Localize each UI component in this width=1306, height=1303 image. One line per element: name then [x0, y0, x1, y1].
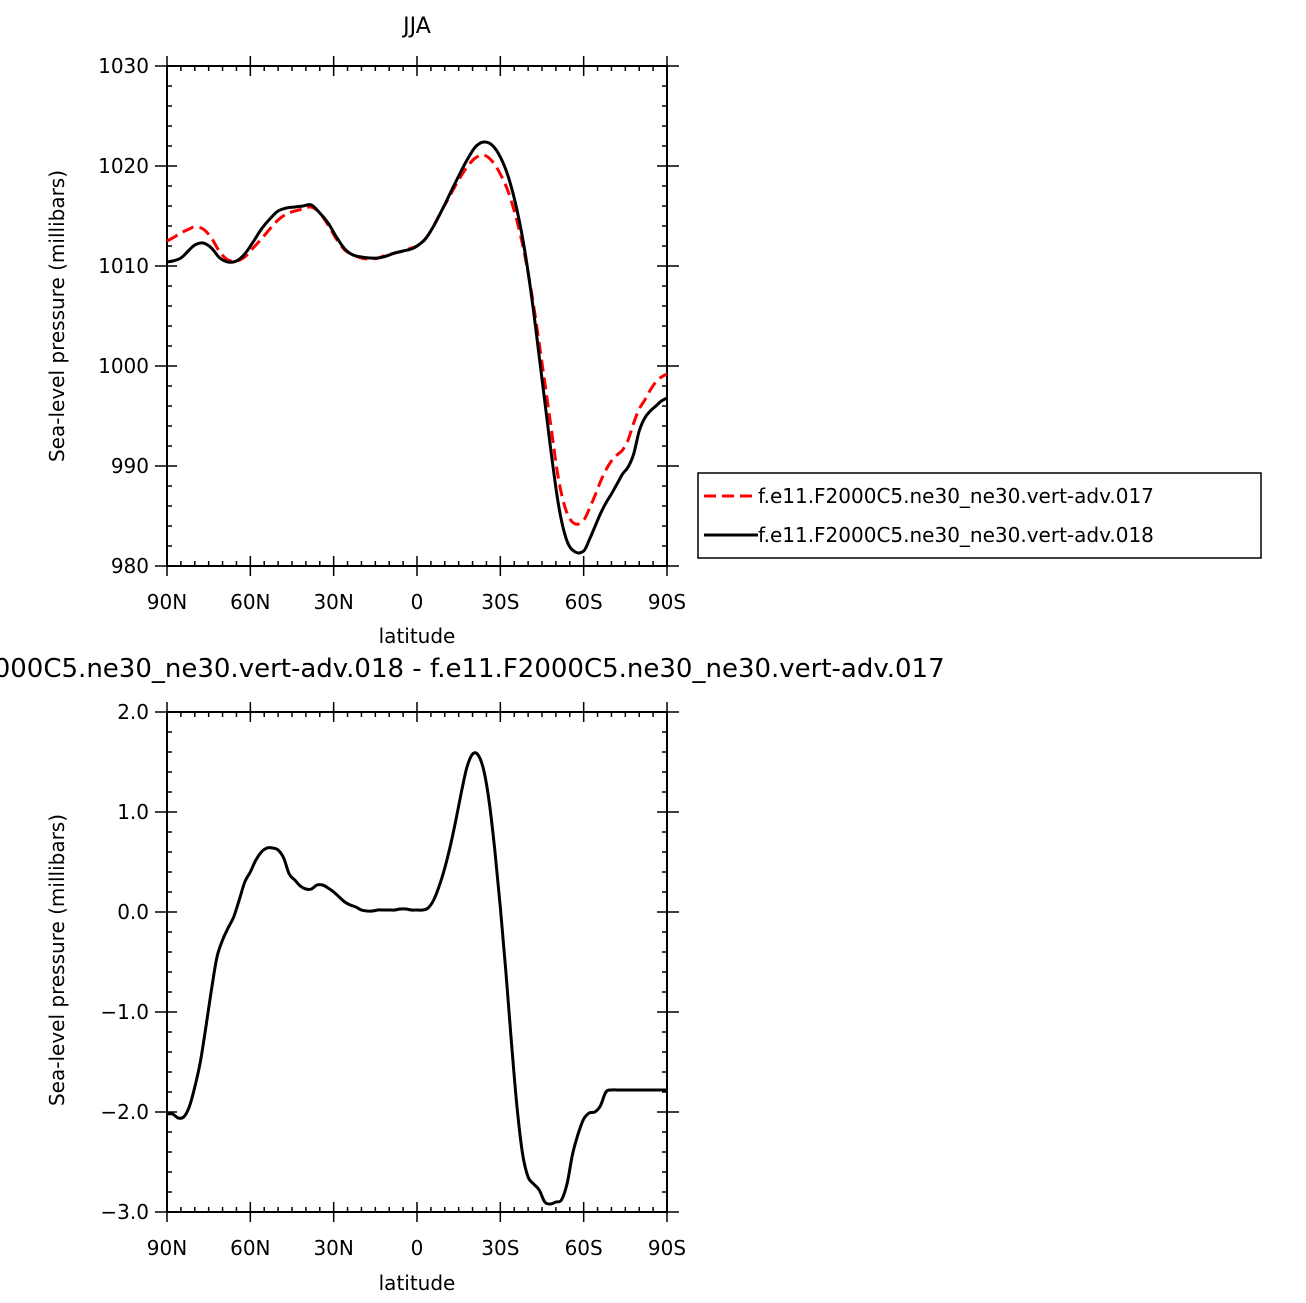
- y-tick-label: 1030: [98, 54, 149, 78]
- legend-label-018: f.e11.F2000C5.ne30_ne30.vert-adv.018: [758, 523, 1154, 547]
- y-tick-label: 1020: [98, 154, 149, 178]
- y-tick-label: 0.0: [117, 900, 149, 924]
- series-line-0-1: [167, 140, 667, 555]
- x-tick-label: 60N: [230, 1236, 270, 1260]
- y-tick-label: 990: [111, 454, 149, 478]
- x-tick-label: 0: [411, 1236, 424, 1260]
- x-tick-label: 90S: [648, 590, 686, 614]
- legend-box: [697, 472, 1262, 559]
- y-tick-label: 2.0: [117, 700, 149, 724]
- y-tick-label: 1.0: [117, 800, 149, 824]
- x-tick-label: 60S: [565, 1236, 603, 1260]
- top-series-group: [167, 140, 667, 555]
- legend: f.e11.F2000C5.ne30_ne30.vert-adv.017 f.e…: [697, 472, 1262, 559]
- bottom-chart-title: f.e11.F2000C5.ne30_ne30.vert-adv.018 - f…: [0, 654, 945, 684]
- series-line-1-0: [167, 751, 667, 1206]
- top-x-axis-label: latitude: [379, 624, 456, 648]
- plot-frame-0: [166, 65, 668, 567]
- x-tick-label: 60S: [565, 590, 603, 614]
- top-y-axis-label: Sea-level pressure (millibars): [45, 170, 69, 462]
- y-tick-label: −1.0: [100, 1000, 149, 1024]
- y-tick-label: 980: [111, 554, 149, 578]
- x-tick-label: 90S: [648, 1236, 686, 1260]
- plot-frame-1: [166, 711, 668, 1213]
- x-tick-label: 90N: [147, 1236, 187, 1260]
- top-axes: 90N 60N 30N 0 30S 60S 90S 1030 1020 1010 1000 990 98…: [98, 54, 686, 614]
- y-tick-label: 1000: [98, 354, 149, 378]
- x-tick-label: 30S: [481, 590, 519, 614]
- x-tick-label: 30S: [481, 1236, 519, 1260]
- top-panel: JJA 90N 60N 30N 0 30S 60S 90S10301020101010009…: [45, 14, 686, 648]
- y-tick-label: −2.0: [100, 1100, 149, 1124]
- x-tick-label: 90N: [147, 590, 187, 614]
- y-tick-label: −3.0: [100, 1200, 149, 1224]
- x-tick-label: 30N: [313, 1236, 353, 1260]
- bottom-y-axis-label: Sea-level pressure (millibars): [45, 814, 69, 1106]
- bottom-axes: 90N 60N 30N 0 30S 60S 90S 2.0 1.0 0.0 −1.0 −2.0 −3.0: [100, 700, 686, 1260]
- bottom-series-group: [167, 751, 667, 1206]
- bottom-panel: f.e11.F2000C5.ne30_ne30.vert-adv.018 - f…: [0, 654, 945, 1295]
- series-line-0-0: [167, 153, 667, 526]
- y-tick-label: 1010: [98, 254, 149, 278]
- x-tick-label: 30N: [313, 590, 353, 614]
- x-tick-label: 0: [411, 590, 424, 614]
- x-tick-label: 60N: [230, 590, 270, 614]
- legend-label-017: f.e11.F2000C5.ne30_ne30.vert-adv.017: [758, 484, 1154, 508]
- top-chart-title: JJA: [401, 14, 431, 39]
- bottom-x-axis-label: latitude: [379, 1271, 456, 1295]
